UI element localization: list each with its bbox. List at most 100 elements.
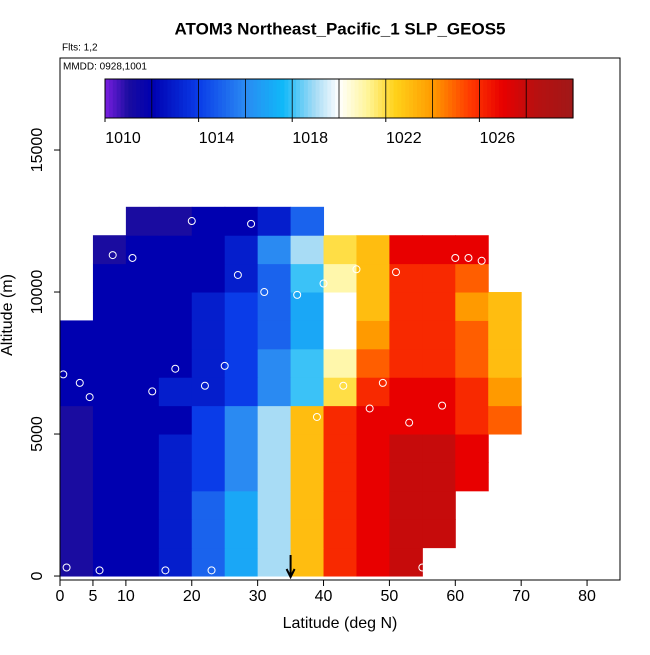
colorbar-segment [206,79,211,118]
observation-point [378,378,387,387]
plot-frame [59,57,621,581]
observation-point [128,253,137,262]
colorbar-segment [241,79,246,118]
colorbar-segment [549,79,555,118]
colorbar-segment [331,79,336,118]
colorbar-segment [214,79,219,118]
colorbar-segment [276,79,282,118]
colorbar-segment [327,79,332,118]
cell [92,519,127,549]
observation-point [161,566,170,575]
colorbar-segment [136,79,141,118]
cell [92,462,127,492]
colorbar-segment [245,79,250,118]
colorbar-segment [502,79,508,118]
cell [158,377,193,407]
colorbar-segment [202,79,207,118]
cell [224,405,259,435]
cell [422,292,456,321]
cell [290,434,325,463]
x-tick-label: 50 [381,588,399,605]
arrow [285,555,296,580]
annotation: Flts: 1,2 [62,43,98,54]
colorbar-segment [237,79,243,118]
colorbar-segment [471,79,477,118]
cell [125,377,160,407]
cell [92,235,127,265]
colorbar-segment [105,79,110,118]
cell [92,320,127,350]
colorbar-segment [534,79,539,118]
colorbar-segment [510,79,516,118]
cell [356,434,390,463]
colorbar-tick-label: 1022 [386,130,422,147]
cell [323,405,357,435]
cell [191,263,226,293]
observation-point [312,412,321,421]
y-axis-label: Altitude (m) [0,274,16,356]
cell [488,348,522,378]
colorbar-segment [346,79,352,118]
colorbar-segment [413,79,418,118]
cell [224,519,259,549]
colorbar-segment [307,79,313,118]
cell [488,405,522,435]
cell [455,348,489,378]
colorbar-segment [140,79,145,118]
colorbar-segment [491,79,496,118]
colorbar-segment [440,79,445,118]
colorbar-segment [526,79,531,118]
cell [158,490,193,520]
cell [323,320,357,350]
cell [92,405,127,435]
observation-point [62,563,71,572]
colorbar-segment [303,79,309,118]
cell [224,292,259,321]
cell [125,320,160,350]
colorbar-segment [300,79,305,118]
cell [158,547,193,577]
colorbar-segment [378,79,383,118]
colorbar-segment [319,79,324,118]
colorbar-segment [339,79,344,118]
x-tick-label: 20 [183,588,201,605]
colorbar-segment [374,79,379,118]
observation-point [187,217,196,226]
colorbar-segment [436,79,441,118]
colorbar-segment [358,79,363,118]
cell [92,547,127,577]
cell [389,292,423,321]
cell [191,348,226,378]
colorbar-segment [553,79,558,118]
cell [290,348,325,378]
cell [158,263,193,293]
observation-point [95,566,104,575]
cell [323,263,357,293]
observation-point [438,401,447,410]
cell [60,405,94,435]
observation-point [490,259,499,268]
colorbar-segment [171,79,176,118]
cell [389,348,423,378]
observation-point [293,290,302,299]
cell [323,547,357,577]
cell [389,320,423,350]
colorbar-segment [288,79,293,118]
cell [422,434,456,463]
observation-point [464,253,473,262]
cell [290,377,325,407]
cell [356,263,390,293]
cell [323,462,357,492]
cell [191,377,226,407]
cell [356,235,390,265]
colorbar-segment [452,79,457,118]
cell [422,377,456,407]
cell [257,206,292,236]
cell [224,348,259,378]
colorbar-tick-label: 1026 [480,130,516,147]
colorbar-segment [151,79,157,118]
cell [389,462,423,492]
cell [356,519,390,549]
observation-point [148,387,157,396]
cell [257,462,292,492]
